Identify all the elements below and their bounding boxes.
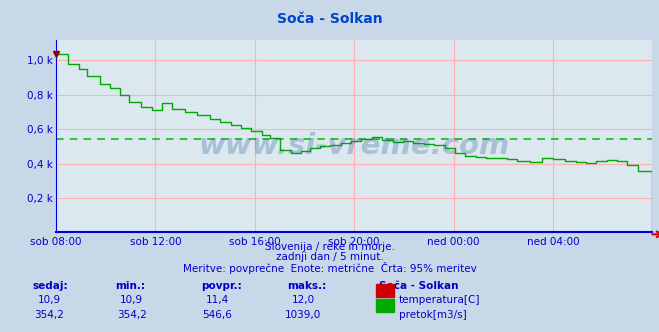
Text: pretok[m3/s]: pretok[m3/s] [399,310,467,320]
Text: zadnji dan / 5 minut.: zadnji dan / 5 minut. [275,252,384,262]
Text: 12,0: 12,0 [291,295,315,305]
Text: povpr.:: povpr.: [201,281,242,290]
Text: Soča - Solkan: Soča - Solkan [277,12,382,26]
Text: 10,9: 10,9 [38,295,61,305]
Text: temperatura[C]: temperatura[C] [399,295,480,305]
Text: 1039,0: 1039,0 [285,310,322,320]
Text: maks.:: maks.: [287,281,326,290]
Text: 10,9: 10,9 [120,295,144,305]
Text: 354,2: 354,2 [34,310,65,320]
Text: Meritve: povprečne  Enote: metrične  Črta: 95% meritev: Meritve: povprečne Enote: metrične Črta:… [183,262,476,274]
Text: Slovenija / reke in morje.: Slovenija / reke in morje. [264,242,395,252]
Text: 354,2: 354,2 [117,310,147,320]
Text: Soča - Solkan: Soča - Solkan [379,281,459,290]
Text: 11,4: 11,4 [206,295,229,305]
Text: sedaj:: sedaj: [33,281,69,290]
Text: min.:: min.: [115,281,146,290]
Text: www.si-vreme.com: www.si-vreme.com [198,132,510,160]
Text: 546,6: 546,6 [202,310,233,320]
